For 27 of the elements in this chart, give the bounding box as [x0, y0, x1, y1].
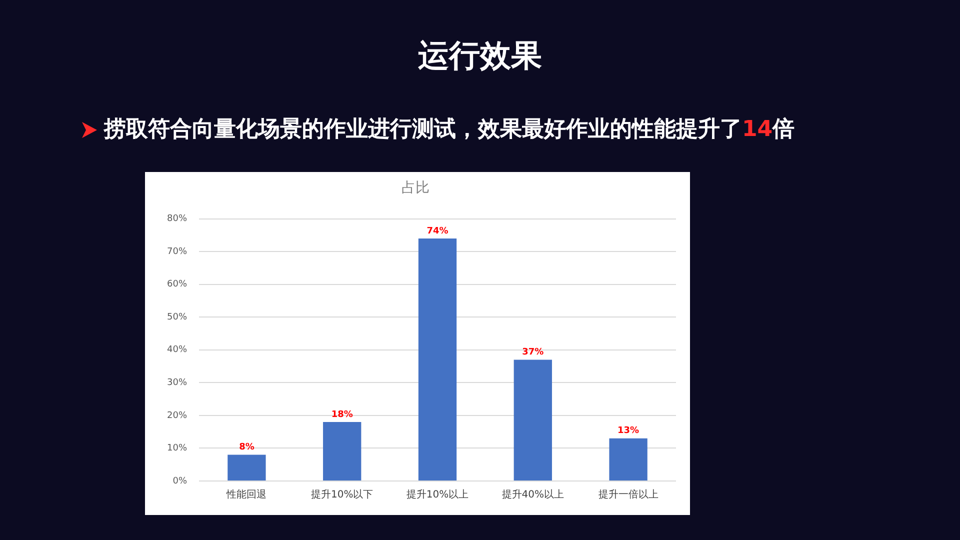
bar [323, 422, 362, 480]
data-label: 37% [522, 348, 544, 358]
x-tick-label: 提升40%以上 [502, 488, 564, 501]
x-tick-label: 提升10%以下 [310, 488, 374, 501]
y-tick-label: 10% [166, 444, 188, 454]
data-label: 18% [331, 410, 353, 420]
bar [514, 360, 552, 480]
x-tick-label: 提升10%以上 [406, 488, 469, 501]
bar [228, 454, 266, 480]
data-label: 74% [426, 226, 448, 236]
text: 占比 [402, 180, 430, 196]
y-tick-label: 20% [166, 410, 188, 421]
y-tick-label: 70% [166, 246, 188, 257]
y-tick-label: 60% [166, 280, 188, 290]
bar [418, 238, 457, 480]
y-tick-label: 50% [166, 312, 188, 322]
data-label: 13% [618, 426, 640, 436]
y-tick-label: 30% [166, 378, 188, 388]
x-tick-label: 提升一倍以上 [598, 488, 658, 501]
chart-title: 运行效果 [417, 37, 543, 76]
y-tick-label: 80% [166, 214, 188, 224]
data-label: 8% [239, 442, 254, 453]
bar [609, 438, 648, 480]
y-tick-label: 0% [172, 476, 188, 486]
y-tick-label: 40% [166, 345, 188, 356]
x-tick-label: 性能回退 [226, 488, 267, 501]
chart-subtitle: 捞取符合向量化场景的作业进行测试，效果最好作业的性能提升了14倍 [104, 117, 795, 142]
